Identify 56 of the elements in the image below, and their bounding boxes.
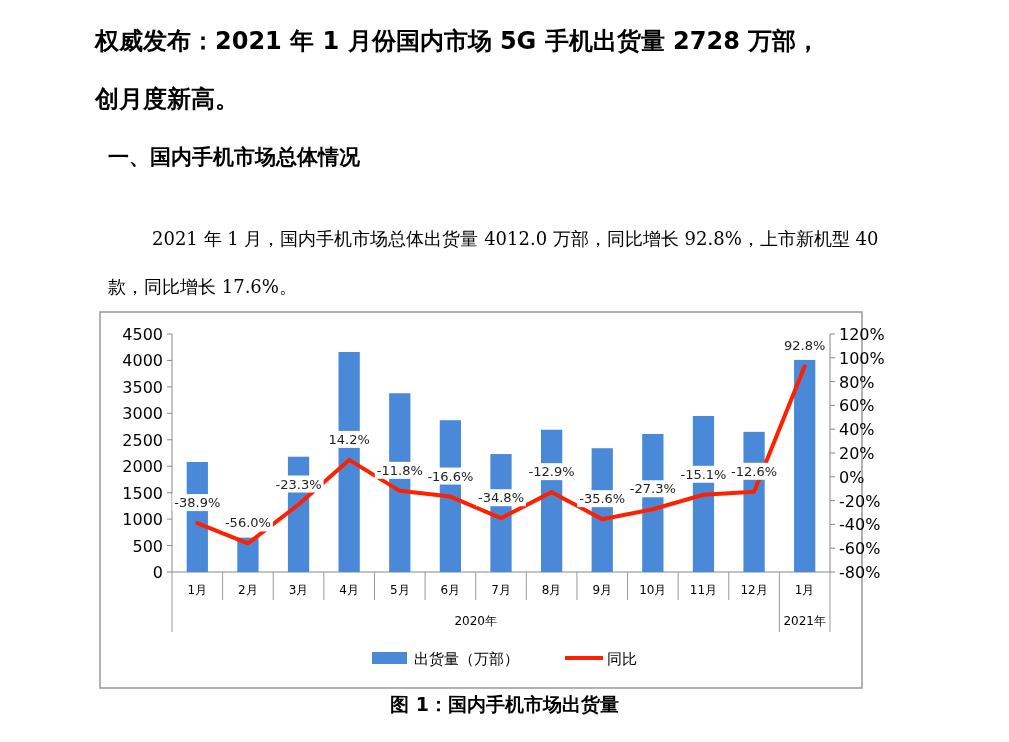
y-tick-label: 1000 <box>122 510 163 530</box>
text: 2021年 <box>783 614 826 628</box>
x-tick-label: 8月 <box>541 583 562 597</box>
y-tick-label: 4000 <box>122 351 163 371</box>
data-label: -16.6% <box>427 468 474 484</box>
data-label: -38.9% <box>174 495 221 511</box>
x-tick-label: 5月 <box>389 583 410 597</box>
data-label: -23.3% <box>275 476 322 492</box>
y2-tick-label: 0% <box>839 467 865 487</box>
y-tick-label: 2000 <box>122 457 163 477</box>
text: 2020年 <box>454 614 497 628</box>
y-tick-label: 500 <box>132 536 163 556</box>
chart-subtitle: 一、国内手机市场总体情况 <box>108 144 360 171</box>
chart-title: 权威发布：2021 年 1 月份国内市场 5G 手机出货量 2728 万部，创月度新高。 <box>95 27 821 113</box>
x-tick-label: 9月 <box>592 583 613 597</box>
data-label: -11.8% <box>376 462 423 478</box>
legend-label: 同比 <box>607 650 637 668</box>
data-label: -15.1% <box>680 466 727 482</box>
data-label: 92.8% <box>784 338 826 354</box>
x-tick-label: 7月 <box>491 583 511 597</box>
x-tick-label: 1月 <box>794 583 815 597</box>
x-tick-label: 6月 <box>440 583 461 597</box>
y2-tick-label: 40% <box>839 420 875 440</box>
data-label: -35.6% <box>579 491 626 507</box>
x-tick-label: 3月 <box>288 583 309 597</box>
y2-tick-label: -80% <box>839 563 881 582</box>
y2-tick-label: -60% <box>839 539 881 559</box>
y-tick-label: 0 <box>152 563 163 582</box>
x-tick-label: 11月 <box>689 583 718 597</box>
y-tick-label: 4500 <box>122 325 163 344</box>
x-tick-label: 12月 <box>740 583 768 597</box>
bar <box>794 359 816 572</box>
x-tick-label: 4月 <box>339 583 359 597</box>
y2-tick-label: 60% <box>839 396 875 416</box>
data-label: -27.3% <box>629 481 676 497</box>
y2-tick-label: -40% <box>839 515 881 535</box>
x-tick-label: 10月 <box>639 583 667 597</box>
data-label: -12.9% <box>528 464 575 480</box>
legend-label: 出货量（万部） <box>414 650 519 668</box>
y2-tick-label: -20% <box>839 491 881 511</box>
y2-tick-label: 120% <box>839 325 885 344</box>
data-label: -34.8% <box>478 490 524 506</box>
y-tick-label: 3000 <box>122 404 163 424</box>
y-tick-label: 1500 <box>122 483 163 503</box>
data-label: 14.2% <box>328 431 370 447</box>
y2-tick-label: 80% <box>839 372 875 392</box>
text: 2021 年 1 月，国内手机市场总体出货量 4012.0 万部，同比增长 92.8%，上市新机型 40 款，同比增长 17.6%。 <box>108 228 879 297</box>
x-tick-label: 1月 <box>187 583 208 597</box>
y-tick-label: 3500 <box>122 377 163 397</box>
x-tick-label: 2月 <box>238 583 258 597</box>
y2-tick-label: 100% <box>839 348 885 368</box>
y-tick-label: 2500 <box>122 430 163 450</box>
caption: 图 1：国内手机市场出货量 <box>389 692 620 717</box>
data-label: -12.6% <box>731 463 778 479</box>
data-label: -56.0% <box>224 515 271 531</box>
y2-tick-label: 20% <box>839 444 875 463</box>
